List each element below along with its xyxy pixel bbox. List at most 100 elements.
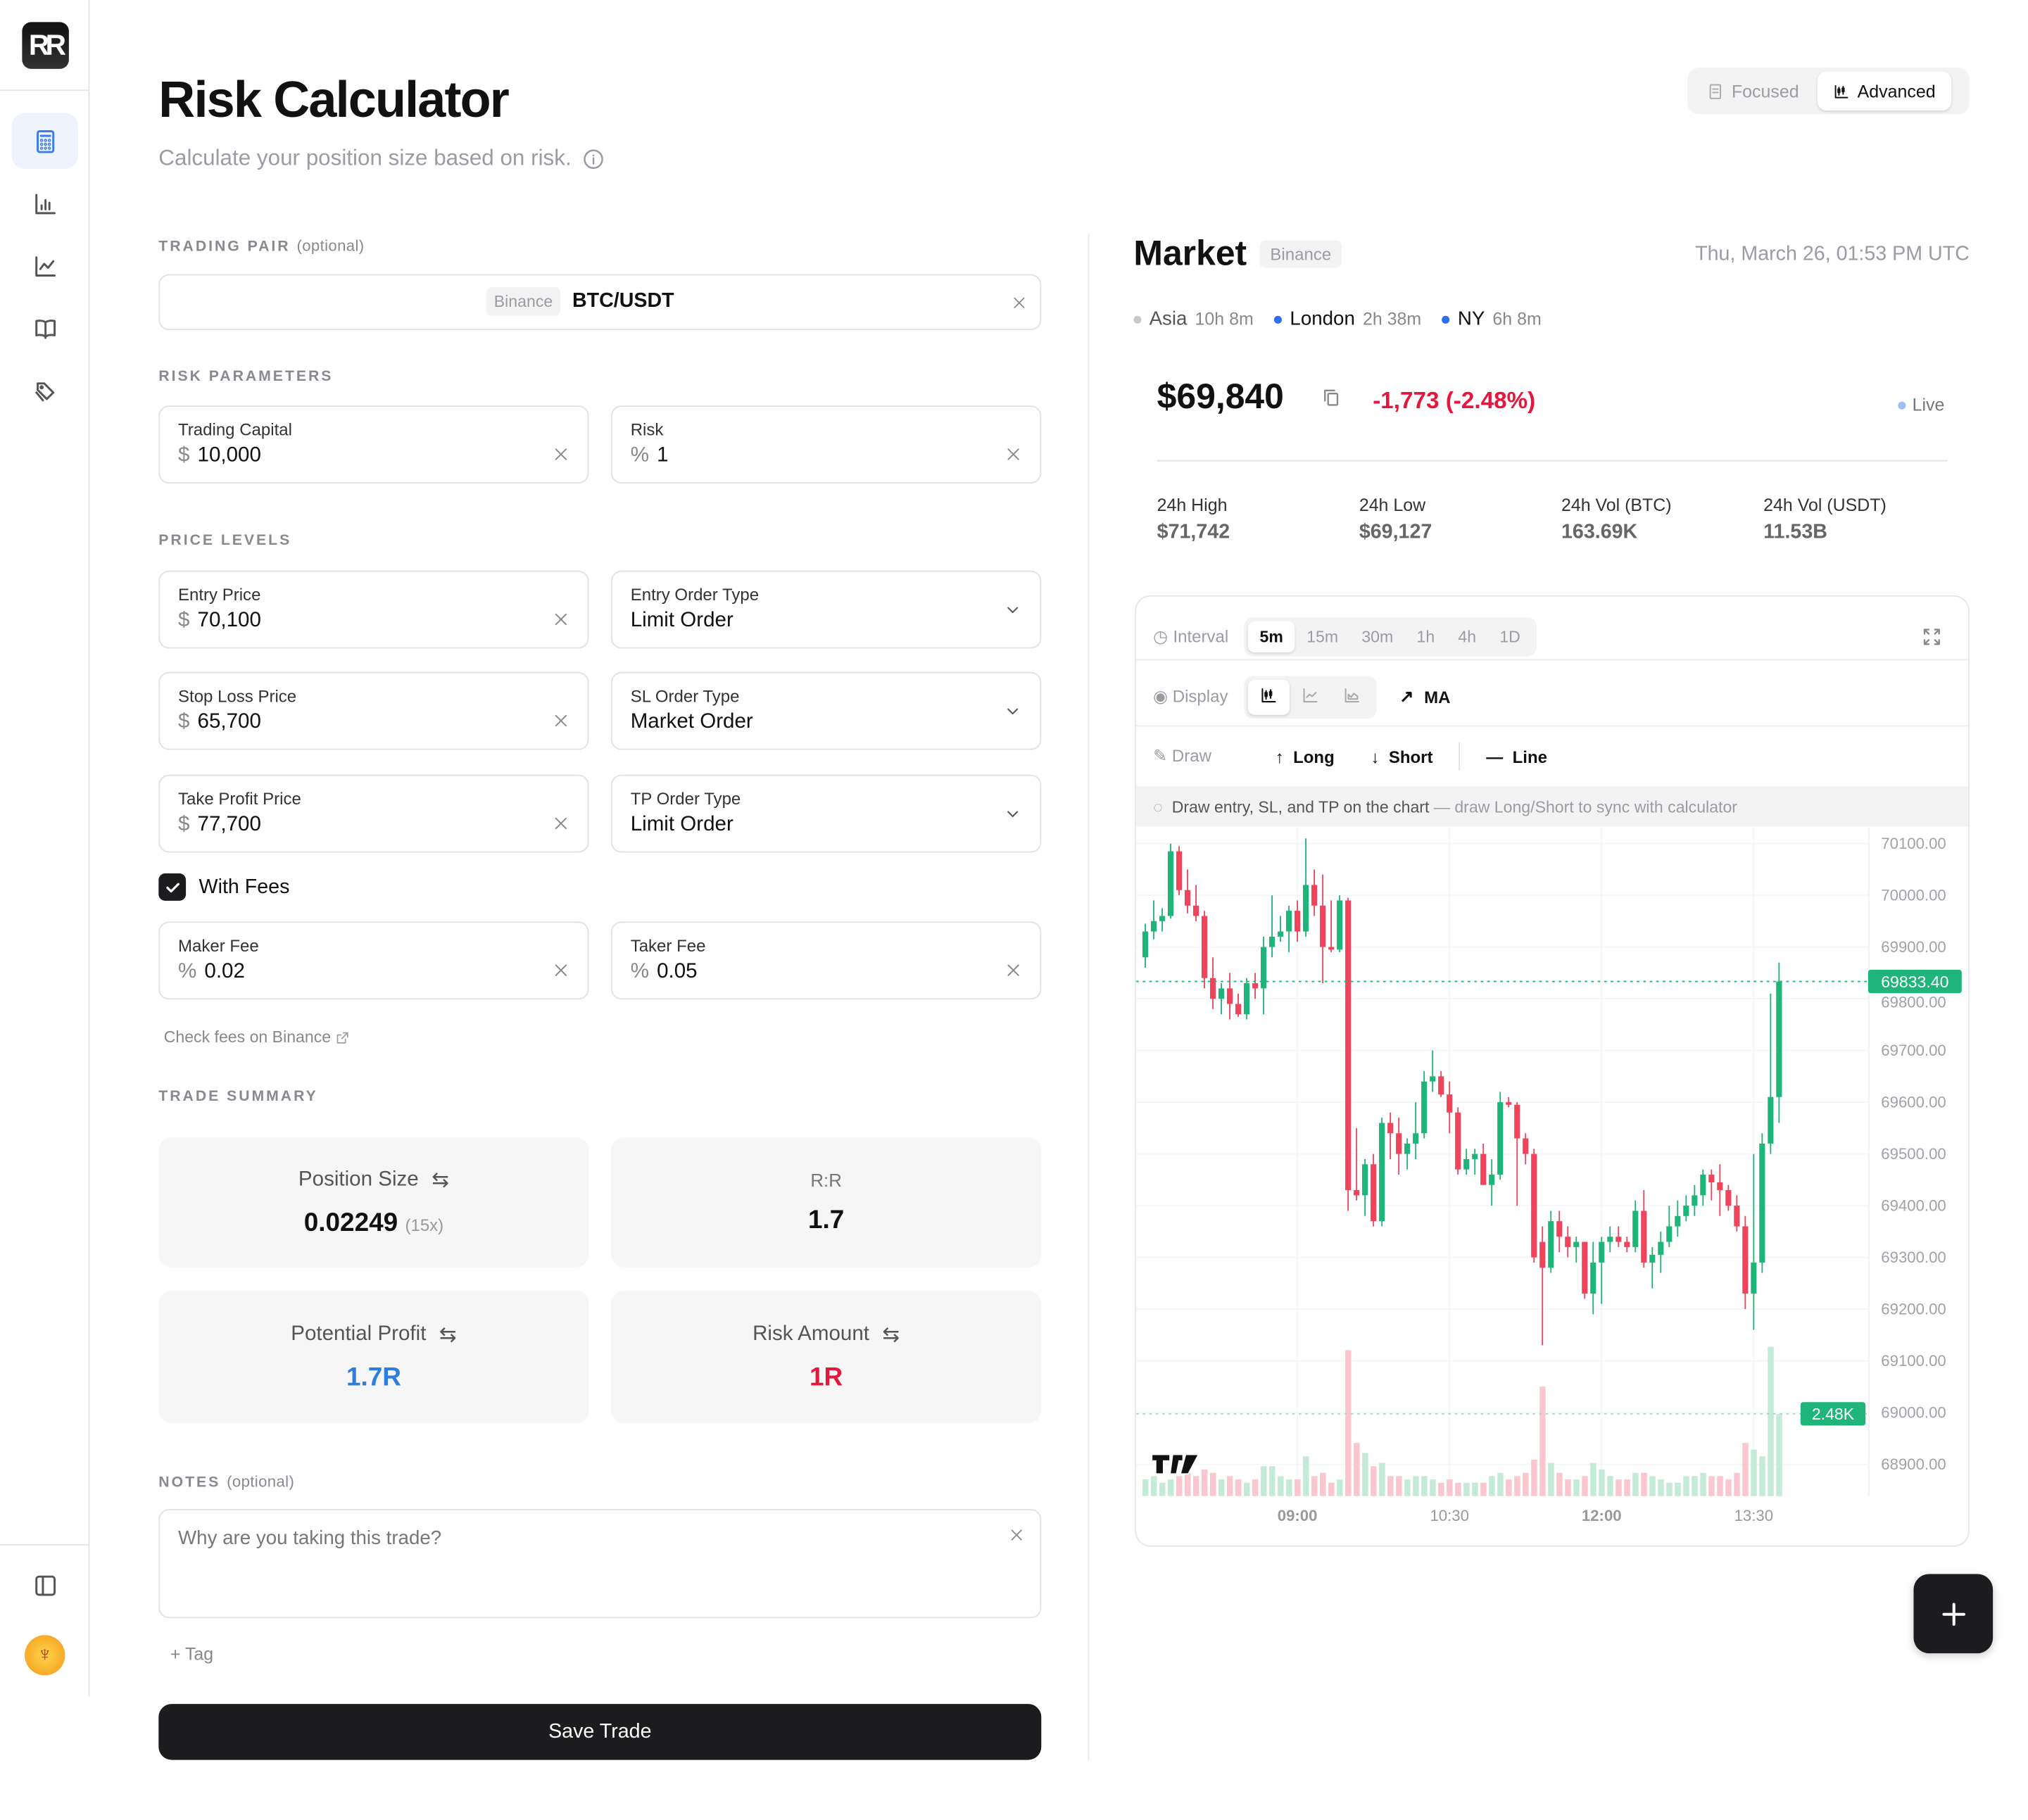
check-fees-text: Check fees on Binance (163, 1028, 332, 1047)
entry-order-type-select[interactable]: Entry Order Type Limit Order (610, 570, 1042, 649)
avatar[interactable]: ♆ (25, 1635, 65, 1676)
volume-bar (1430, 1479, 1436, 1496)
interval-30m[interactable]: 30m (1361, 627, 1394, 645)
candle-body (1683, 1206, 1689, 1216)
fullscreen-icon[interactable] (1922, 626, 1943, 647)
swap-icon[interactable]: ⇆ (882, 1323, 900, 1346)
volume-bar (1303, 1456, 1309, 1496)
long-button[interactable]: ↑ Long (1275, 746, 1335, 766)
area-mode-button[interactable] (1330, 679, 1372, 714)
candlestick-mode-button[interactable] (1247, 678, 1290, 714)
candlestick-chart[interactable]: 70100.00 70000.00 69900.00 69800.00 69700.00… (1136, 828, 1970, 1546)
advanced-mode-button[interactable]: Advanced (1817, 71, 1951, 110)
ma-button[interactable]: ↗ MA (1399, 686, 1450, 707)
sidebar-item-calculator[interactable] (11, 113, 78, 170)
sidebar-item-stats[interactable] (12, 175, 78, 231)
volume-bar (1159, 1482, 1166, 1496)
taker-fee-input[interactable]: Taker Fee% 0.05 (610, 921, 1042, 1000)
volume-bar (1548, 1462, 1554, 1496)
risk-input[interactable]: Risk% 1 (610, 405, 1042, 484)
volume-bar (1666, 1482, 1673, 1496)
volume-bar (1295, 1479, 1301, 1496)
candle-body (1404, 1143, 1411, 1154)
add-button[interactable] (1913, 1574, 1994, 1654)
interval-1D[interactable]: 1D (1499, 627, 1520, 645)
toggle-sidebar-button[interactable] (12, 1557, 78, 1612)
trade-summary-heading: TRADE SUMMARY (158, 1089, 318, 1105)
take-profit-input[interactable]: Take Profit Price $77,700 (158, 774, 589, 853)
rr-value: 1.7 (807, 1205, 845, 1234)
volume-bar (1717, 1476, 1723, 1496)
maker-fee-input[interactable]: Maker Fee% 0.02 (158, 921, 589, 1000)
sidebar-item-tags[interactable] (12, 362, 78, 418)
line-mode-button[interactable] (1289, 679, 1330, 714)
stop-loss-input[interactable]: Stop Loss Price $65,700 (158, 671, 589, 750)
rr-card: R:R 1.7 (610, 1137, 1042, 1268)
live-dot (1898, 400, 1906, 409)
copy-icon[interactable] (1321, 387, 1342, 408)
sidebar-item-journal[interactable] (12, 301, 78, 356)
volume-bar (1201, 1469, 1208, 1496)
field-label: Maker Fee (178, 935, 259, 956)
clear-icon[interactable] (553, 815, 569, 832)
app-logo[interactable]: RR (22, 22, 69, 69)
ma-label: MA (1424, 687, 1451, 707)
risk-parameters-heading: RISK PARAMETERS (158, 369, 334, 385)
clear-icon[interactable] (553, 962, 569, 979)
sl-order-type-select[interactable]: SL Order Type Market Order (610, 671, 1042, 750)
swap-icon[interactable]: ⇆ (439, 1323, 457, 1346)
volume-bar (1472, 1482, 1478, 1496)
interval-row: ◷ Interval 5m 15m 30m 1h 4h 1D (1136, 614, 1969, 661)
y-tick-label: 70100.00 (1881, 835, 1946, 852)
clear-icon[interactable] (553, 611, 569, 628)
stat-value: $71,742 (1157, 521, 1230, 543)
volume-bar (1261, 1466, 1267, 1496)
candle-body (1539, 1241, 1546, 1268)
volume-bar (1235, 1479, 1242, 1496)
session-ny: NY 6h 8m (1442, 308, 1542, 330)
clear-icon[interactable] (553, 712, 569, 729)
mode-toggle: Focused Advanced (1687, 68, 1970, 115)
divider (1157, 460, 1948, 462)
save-trade-button[interactable]: Save Trade (158, 1704, 1042, 1760)
clear-icon[interactable] (1012, 295, 1027, 310)
volume-bar (1192, 1476, 1199, 1496)
chart-hint: ◌ Draw entry, SL, and TP on the chart — … (1136, 786, 1969, 827)
entry-price-input[interactable]: Entry Price $70,100 (158, 570, 589, 649)
notes-heading: NOTES (optional) (158, 1472, 294, 1491)
swap-icon[interactable]: ⇆ (432, 1169, 449, 1192)
interval-5m[interactable]: 5m (1247, 620, 1295, 652)
trading-capital-input[interactable]: Trading Capital $10,000 (158, 405, 589, 484)
sidebar-item-performance[interactable] (12, 238, 78, 293)
candle-body (1210, 978, 1216, 999)
sidebar-divider (0, 89, 90, 91)
candle-body (1590, 1262, 1596, 1294)
check-fees-link[interactable]: Check fees on Binance (164, 1028, 349, 1047)
with-fees-checkbox[interactable]: With Fees (158, 873, 289, 901)
clear-icon[interactable] (1009, 1527, 1024, 1543)
profit-value: 1.7R (346, 1363, 401, 1391)
session-asia: Asia 10h 8m (1133, 308, 1254, 330)
info-icon[interactable] (581, 148, 603, 170)
clear-icon[interactable] (1005, 962, 1022, 979)
tp-order-type-select[interactable]: TP Order Type Limit Order (610, 774, 1042, 853)
interval-selector: 5m 15m 30m 1h 4h 1D (1244, 617, 1537, 656)
line-button[interactable]: — Line (1486, 746, 1547, 766)
add-tag-button[interactable]: + Tag (170, 1644, 214, 1664)
short-button[interactable]: ↓ Short (1371, 746, 1433, 766)
field-label: Take Profit Price (178, 789, 301, 809)
candle-body (1725, 1190, 1732, 1206)
candle-body (1192, 905, 1199, 916)
clear-icon[interactable] (1005, 445, 1022, 462)
trading-pair-input[interactable]: Binance BTC/USDT (158, 274, 1042, 331)
focused-mode-button[interactable]: Focused (1692, 72, 1815, 110)
price-change: -1,773 (-2.48%) (1373, 387, 1536, 414)
volume-bar (1150, 1476, 1157, 1496)
interval-1h[interactable]: 1h (1416, 627, 1435, 645)
notes-textarea[interactable]: Why are you taking this trade? (158, 1509, 1042, 1619)
volume-bar (1404, 1479, 1411, 1496)
advanced-label: Advanced (1857, 81, 1936, 101)
clear-icon[interactable] (553, 445, 569, 462)
interval-15m[interactable]: 15m (1306, 627, 1339, 645)
interval-4h[interactable]: 4h (1458, 627, 1477, 645)
